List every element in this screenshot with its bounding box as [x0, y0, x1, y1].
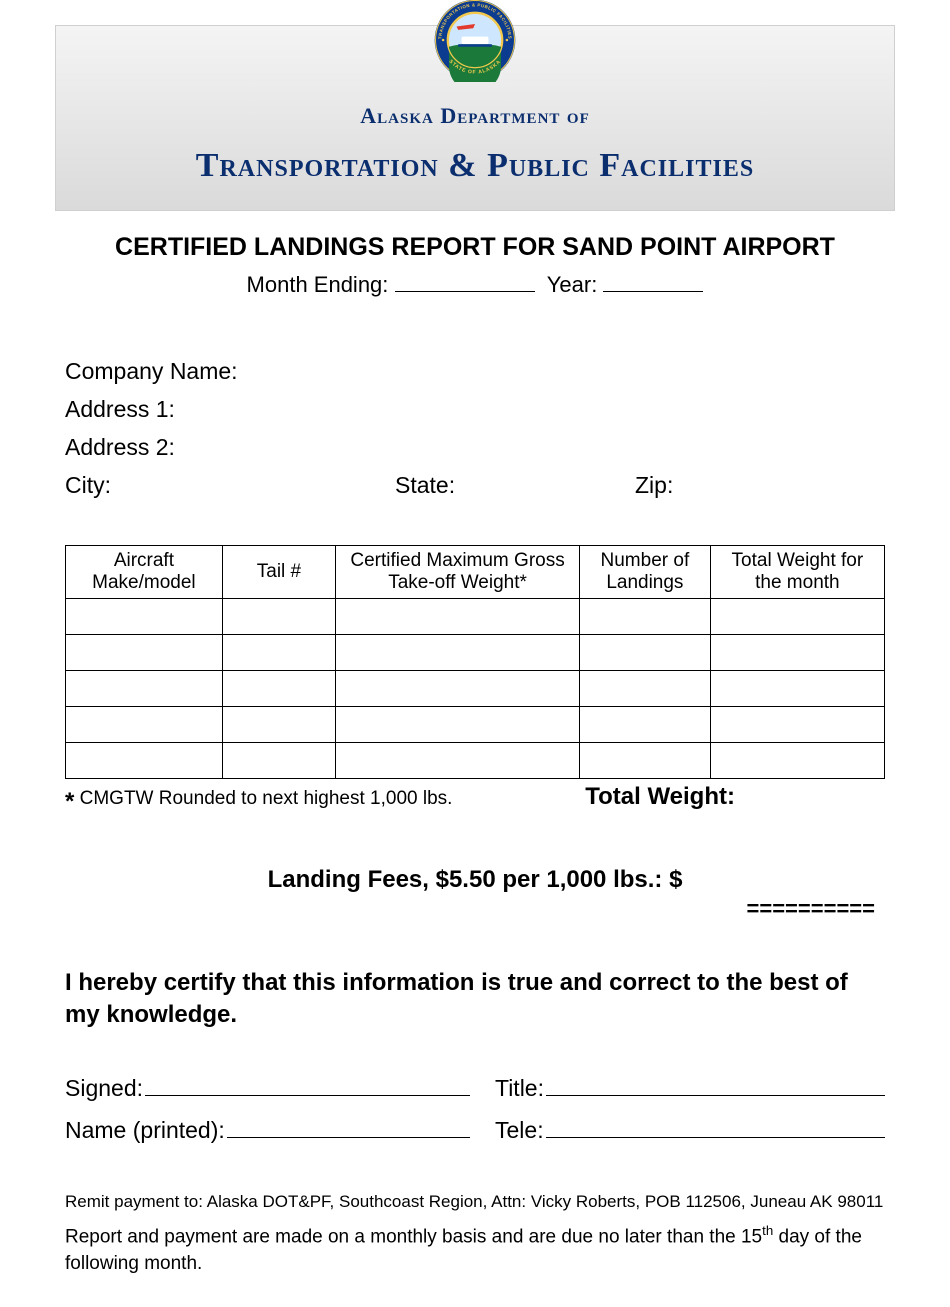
cell[interactable]: [222, 706, 335, 742]
month-ending-field[interactable]: [395, 268, 535, 292]
cell[interactable]: [336, 670, 580, 706]
title-field[interactable]: [546, 1072, 885, 1096]
table-row: [66, 670, 885, 706]
landing-fees-line: Landing Fees, $5.50 per 1,000 lbs.: $: [65, 866, 885, 894]
cell[interactable]: [710, 742, 884, 778]
table-row: [66, 742, 885, 778]
zip-label: Zip:: [635, 467, 885, 505]
landings-table: Aircraft Make/model Tail # Certified Max…: [65, 545, 885, 779]
cell[interactable]: [336, 742, 580, 778]
col-landings: Number of Landings: [580, 545, 711, 598]
due-ordinal-sup: th: [762, 1223, 773, 1238]
cell[interactable]: [710, 670, 884, 706]
cell[interactable]: [66, 670, 223, 706]
address1-label: Address 1:: [65, 391, 885, 429]
cell[interactable]: [222, 634, 335, 670]
certification-statement: I hereby certify that this information i…: [65, 967, 885, 1032]
col-total-wt: Total Weight for the month: [710, 545, 884, 598]
table-row: [66, 706, 885, 742]
due-prefix: Report and payment are made on a monthly…: [65, 1226, 762, 1247]
month-year-line: Month Ending: Year:: [65, 268, 885, 298]
name-printed-field[interactable]: [227, 1114, 470, 1138]
title-label: Title:: [495, 1067, 544, 1110]
signed-field[interactable]: [145, 1072, 470, 1096]
cell[interactable]: [66, 634, 223, 670]
form-content: CERTIFIED LANDINGS REPORT FOR SAND POINT…: [0, 233, 950, 1277]
cell[interactable]: [580, 670, 711, 706]
cell[interactable]: [66, 598, 223, 634]
cell[interactable]: [580, 634, 711, 670]
address2-label: Address 2:: [65, 429, 885, 467]
tele-label: Tele:: [495, 1109, 544, 1152]
dept-line-1: Alaska Department of: [76, 103, 874, 129]
signed-label: Signed:: [65, 1067, 143, 1110]
cell[interactable]: [222, 742, 335, 778]
cell[interactable]: [580, 742, 711, 778]
year-label: Year:: [547, 272, 598, 297]
city-label: City:: [65, 467, 395, 505]
cell[interactable]: [580, 598, 711, 634]
total-weight-label: Total Weight:: [585, 783, 885, 811]
tele-field[interactable]: [546, 1114, 885, 1138]
due-date-line: Report and payment are made on a monthly…: [65, 1222, 885, 1278]
cell[interactable]: [336, 598, 580, 634]
company-name-label: Company Name:: [65, 353, 885, 391]
remit-payment-line: Remit payment to: Alaska DOT&PF, Southco…: [65, 1192, 885, 1212]
footnote-text: CMGTW Rounded to next highest 1,000 lbs.: [74, 788, 452, 809]
fees-double-rule: ==========: [65, 896, 885, 922]
cell[interactable]: [710, 598, 884, 634]
table-header-row: Aircraft Make/model Tail # Certified Max…: [66, 545, 885, 598]
col-tail: Tail #: [222, 545, 335, 598]
state-label: State:: [395, 467, 635, 505]
cell[interactable]: [222, 670, 335, 706]
cell[interactable]: [710, 634, 884, 670]
table-row: [66, 634, 885, 670]
col-aircraft: Aircraft Make/model: [66, 545, 223, 598]
signature-block: Signed: Title: Name (printed): Tele:: [65, 1067, 885, 1152]
footnote-asterisk: *: [65, 788, 74, 815]
name-printed-label: Name (printed):: [65, 1109, 225, 1152]
report-title: CERTIFIED LANDINGS REPORT FOR SAND POINT…: [65, 233, 885, 262]
page: TRANSPORTATION & PUBLIC FACILITIES STATE…: [0, 25, 950, 1307]
table-body: [66, 598, 885, 778]
footnote-row: * CMGTW Rounded to next highest 1,000 lb…: [65, 783, 885, 816]
cell[interactable]: [336, 706, 580, 742]
table-row: [66, 598, 885, 634]
cell[interactable]: [710, 706, 884, 742]
month-ending-label: Month Ending:: [247, 272, 389, 297]
col-cmgtw: Certified Maximum Gross Take-off Weight*: [336, 545, 580, 598]
cell[interactable]: [580, 706, 711, 742]
dept-line-2: Transportation & Public Facilities: [76, 147, 874, 185]
cell[interactable]: [336, 634, 580, 670]
company-block: Company Name: Address 1: Address 2: City…: [65, 353, 885, 505]
cell[interactable]: [222, 598, 335, 634]
cell[interactable]: [66, 742, 223, 778]
department-seal-icon: TRANSPORTATION & PUBLIC FACILITIES STATE…: [433, 0, 517, 82]
cell[interactable]: [66, 706, 223, 742]
header-banner: TRANSPORTATION & PUBLIC FACILITIES STATE…: [55, 25, 895, 211]
year-field[interactable]: [603, 268, 703, 292]
cmgtw-footnote: * CMGTW Rounded to next highest 1,000 lb…: [65, 788, 585, 816]
